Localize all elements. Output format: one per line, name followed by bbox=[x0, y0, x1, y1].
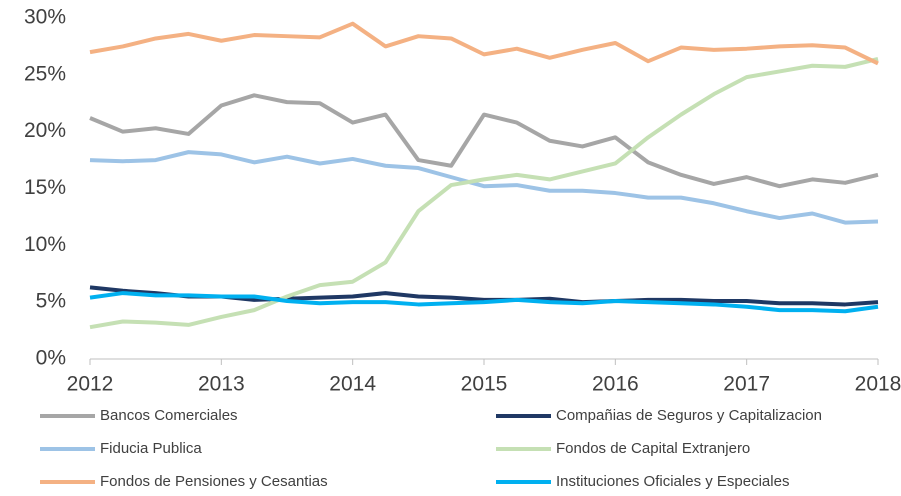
legend-label: Fondos de Pensiones y Cesantias bbox=[100, 473, 328, 490]
legend-label: Fiducia Publica bbox=[100, 440, 202, 457]
legend-label: Bancos Comerciales bbox=[100, 407, 238, 424]
x-tick-label: 2012 bbox=[67, 373, 114, 396]
series-line bbox=[89, 291, 879, 314]
x-tick-label: 2017 bbox=[723, 373, 770, 396]
y-tick-label: 5% bbox=[36, 290, 66, 313]
y-tick-label: 15% bbox=[24, 176, 66, 199]
series-line bbox=[89, 21, 879, 66]
legend-label: Instituciones Oficiales y Especiales bbox=[556, 473, 789, 490]
x-tick-label: 2014 bbox=[329, 373, 376, 396]
y-tick-label: 25% bbox=[24, 62, 66, 85]
x-tick-label: 2013 bbox=[198, 373, 245, 396]
y-tick-label: 10% bbox=[24, 233, 66, 256]
y-tick-label: 30% bbox=[24, 6, 66, 29]
series-line bbox=[89, 93, 879, 189]
y-tick-label: 20% bbox=[24, 119, 66, 142]
y-tick-label: 0% bbox=[36, 347, 66, 370]
series-line bbox=[89, 150, 879, 225]
legend-label: Fondos de Capital Extranjero bbox=[556, 440, 750, 457]
series-line bbox=[89, 56, 879, 330]
legend-label: Compañias de Seguros y Capitalizacion bbox=[556, 407, 822, 424]
x-tick-label: 2018 bbox=[855, 373, 901, 396]
x-tick-label: 2016 bbox=[592, 373, 639, 396]
x-tick-label: 2015 bbox=[461, 373, 508, 396]
